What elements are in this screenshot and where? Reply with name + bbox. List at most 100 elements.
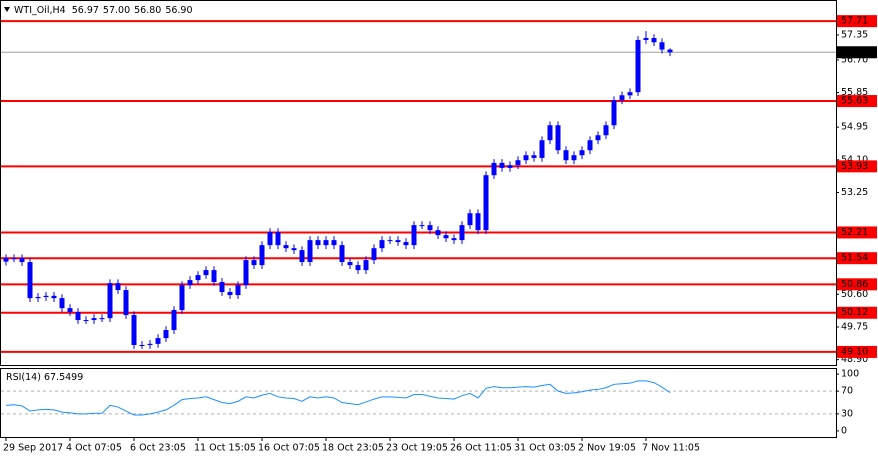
level-label-bg [837,15,877,28]
candle-body [443,235,449,239]
candle-body [595,135,601,141]
level-label: 57.71 [841,16,868,27]
candle-body [427,225,433,231]
candle-body [459,225,465,241]
level-label-bg [837,306,877,319]
level-label-bg [837,226,877,239]
candle-body [11,258,17,260]
candle-body [635,39,641,93]
candle-body [363,260,369,271]
candle-body [331,240,337,246]
candle-body [499,162,505,168]
level-label: 55.63 [841,96,868,107]
candle-body [83,320,89,322]
candle-body [395,240,401,243]
candle-body [539,140,545,158]
candle-body [371,248,377,261]
candle-body [491,162,497,176]
candle-body [523,155,529,161]
y-tick-label: 54.10 [841,154,868,165]
y-tick-label: 50.60 [841,289,868,300]
candle-body [139,345,145,347]
rsi-line [5,380,671,416]
header: WTI_Oil,H4 56.97 57.00 56.80 56.90 [14,5,193,16]
candle-body [419,225,425,227]
candle-body [531,155,537,158]
rsi-panel [0,368,837,438]
y-tick-label: 49.75 [841,321,868,332]
y-tick-label: 55.85 [841,87,868,98]
x-tick-label: 23 Oct 19:05 [386,443,448,454]
level-label: 50.86 [841,279,868,290]
candle-body [35,296,41,299]
candle-body [51,295,57,299]
candle-body [435,230,441,236]
candle-body [163,330,169,339]
candle-body [291,248,297,251]
level-label: 53.93 [841,161,868,172]
level-label-bg [837,160,877,173]
x-tick-label: 4 Oct 07:05 [66,443,122,454]
candle-body [187,280,193,286]
candle-body [147,343,153,346]
candle-body [123,290,129,316]
rsi-tick-label: 0 [841,425,847,436]
candle-body [627,92,633,96]
level-label: 50.12 [841,307,868,318]
level-label: 49.10 [841,346,868,357]
candle-body [323,240,329,246]
candle-body [483,175,489,231]
last-price-label-bg [837,46,877,59]
candle-body [659,42,665,50]
rsi-tick-label: 100 [841,369,859,380]
x-tick-label: 2 Nov 19:05 [578,443,636,454]
symbol: WTI_Oil,H4 [14,5,66,16]
candle-body [571,155,577,161]
x-tick-label: 26 Oct 11:05 [450,443,512,454]
header-value: 56.97 [72,5,99,16]
candle-body [243,260,249,286]
candle-body [515,160,521,166]
candle-body [587,140,593,151]
level-label: 51.54 [841,253,868,264]
candle-body [211,270,217,283]
header-value: 56.90 [165,5,192,16]
rsi-name: RSI(14) [6,372,41,383]
candle-body [299,250,305,263]
y-tick-label: 57.35 [841,29,868,40]
candle-body [75,311,81,321]
candle-body [315,240,321,246]
candle-body [475,213,481,231]
candle-body [651,38,657,43]
candle-body [603,125,609,136]
x-tick-label: 16 Oct 07:05 [258,443,320,454]
level-label-bg [837,252,877,265]
candle-body [171,310,177,331]
main-panel [0,0,837,366]
candle-body [611,100,617,126]
candle-body [19,258,25,263]
candle-body [235,285,241,296]
candle-body [563,150,569,161]
menu-arrow[interactable] [4,7,10,12]
candle-body [347,262,353,266]
x-tick-label: 7 Nov 11:05 [642,443,700,454]
candle-body [379,240,385,249]
candle-body [107,283,113,319]
level-label: 52.21 [841,227,868,238]
candle-body [307,240,313,263]
candle-body [195,275,201,281]
candle-body [451,238,457,241]
candle-body [467,213,473,226]
level-label-bg [837,278,877,291]
level-label-bg [837,345,877,358]
candle-body [387,240,393,242]
candle-body [267,232,273,246]
candle-body [259,245,265,266]
candle-body [411,225,417,246]
candle-body [227,292,233,296]
candle-body [339,245,345,263]
candle-body [219,282,225,292]
candle-body [251,260,257,266]
